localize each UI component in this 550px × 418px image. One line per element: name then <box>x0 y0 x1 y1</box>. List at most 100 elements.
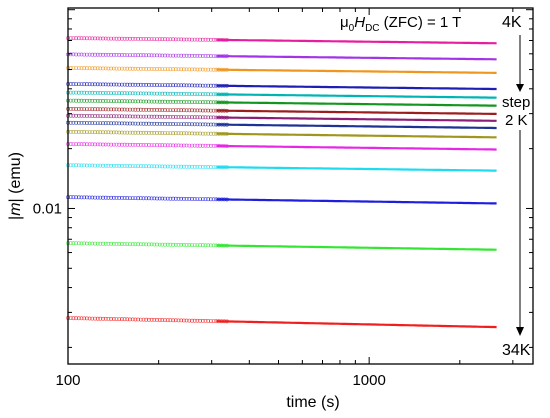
data-point <box>74 120 79 125</box>
data-point <box>76 90 81 95</box>
data-point <box>85 107 89 112</box>
data-point <box>114 130 119 135</box>
data-point <box>111 53 116 57</box>
data-point <box>95 130 100 135</box>
bottom-temperature-label: 34K <box>502 342 531 359</box>
data-point <box>168 131 173 136</box>
data-point <box>173 131 178 136</box>
data-point <box>187 37 192 42</box>
data-point <box>208 143 213 148</box>
data-point <box>141 107 146 112</box>
data-point <box>133 66 138 71</box>
data-point <box>203 122 208 127</box>
data-point <box>152 53 157 58</box>
data-point <box>176 67 181 72</box>
data-point <box>109 53 114 57</box>
data-point <box>138 53 143 58</box>
data-point <box>90 82 95 87</box>
data-point <box>152 164 157 169</box>
data-point <box>173 242 178 247</box>
data-point <box>206 243 211 248</box>
data-point <box>90 163 95 168</box>
data-point <box>187 83 192 88</box>
data-point <box>184 164 189 169</box>
data-point <box>141 114 146 119</box>
data-point <box>109 107 114 112</box>
data-point <box>136 196 141 201</box>
data-point <box>76 36 81 41</box>
data-point <box>98 36 103 41</box>
data-point <box>117 82 122 87</box>
data-point <box>200 115 205 120</box>
series-line <box>216 101 497 107</box>
data-point <box>203 37 208 42</box>
data-point <box>160 122 165 126</box>
data-point <box>184 196 189 201</box>
data-point <box>208 92 213 97</box>
data-point <box>171 67 176 72</box>
data-point <box>76 66 81 71</box>
data-point <box>101 107 105 112</box>
data-point <box>179 115 184 119</box>
data-point <box>200 131 205 136</box>
data-point <box>128 130 132 135</box>
data-point <box>198 122 203 127</box>
data-point <box>184 115 189 120</box>
data-point <box>138 66 143 71</box>
data-point <box>179 83 184 88</box>
data-point <box>76 121 81 125</box>
data-point <box>163 99 167 104</box>
data-point <box>71 129 76 134</box>
data-point <box>206 319 211 323</box>
data-point <box>176 143 181 148</box>
series-layer <box>66 36 497 329</box>
data-point <box>179 143 184 148</box>
data-point <box>71 316 76 321</box>
data-point <box>203 108 208 113</box>
data-point <box>141 242 146 247</box>
data-point <box>106 195 111 200</box>
data-point <box>130 99 135 104</box>
data-point <box>125 91 130 96</box>
data-point <box>149 108 154 112</box>
data-point <box>155 108 159 112</box>
data-point <box>176 318 181 323</box>
data-point <box>184 92 189 96</box>
data-point <box>184 318 189 323</box>
data-point <box>90 36 95 41</box>
data-point <box>181 143 186 148</box>
data-point <box>85 52 89 57</box>
data-point <box>179 122 184 127</box>
data-point <box>128 107 132 112</box>
data-point <box>93 316 97 321</box>
data-point <box>198 318 203 323</box>
data-point <box>192 92 197 97</box>
series-line <box>216 144 497 151</box>
data-point <box>76 82 81 87</box>
data-point <box>168 122 173 126</box>
data-point <box>111 82 116 87</box>
data-point <box>208 115 213 120</box>
data-point <box>176 108 181 113</box>
data-point <box>144 99 149 104</box>
data-point <box>93 195 97 200</box>
data-point <box>74 98 79 103</box>
data-point <box>101 82 105 87</box>
data-point <box>101 142 105 147</box>
data-point <box>149 53 154 58</box>
data-point <box>117 99 122 104</box>
data-point <box>109 142 114 147</box>
data-point <box>176 115 181 119</box>
data-point <box>208 197 213 202</box>
data-point <box>198 54 203 58</box>
data-point <box>190 143 194 148</box>
data-point <box>144 114 149 119</box>
data-point <box>192 37 197 42</box>
data-point <box>122 91 127 96</box>
data-point <box>163 37 167 42</box>
data-point <box>76 130 81 134</box>
data-point <box>195 122 200 127</box>
data-point <box>76 195 81 200</box>
data-point <box>85 130 89 135</box>
data-point <box>98 66 103 71</box>
